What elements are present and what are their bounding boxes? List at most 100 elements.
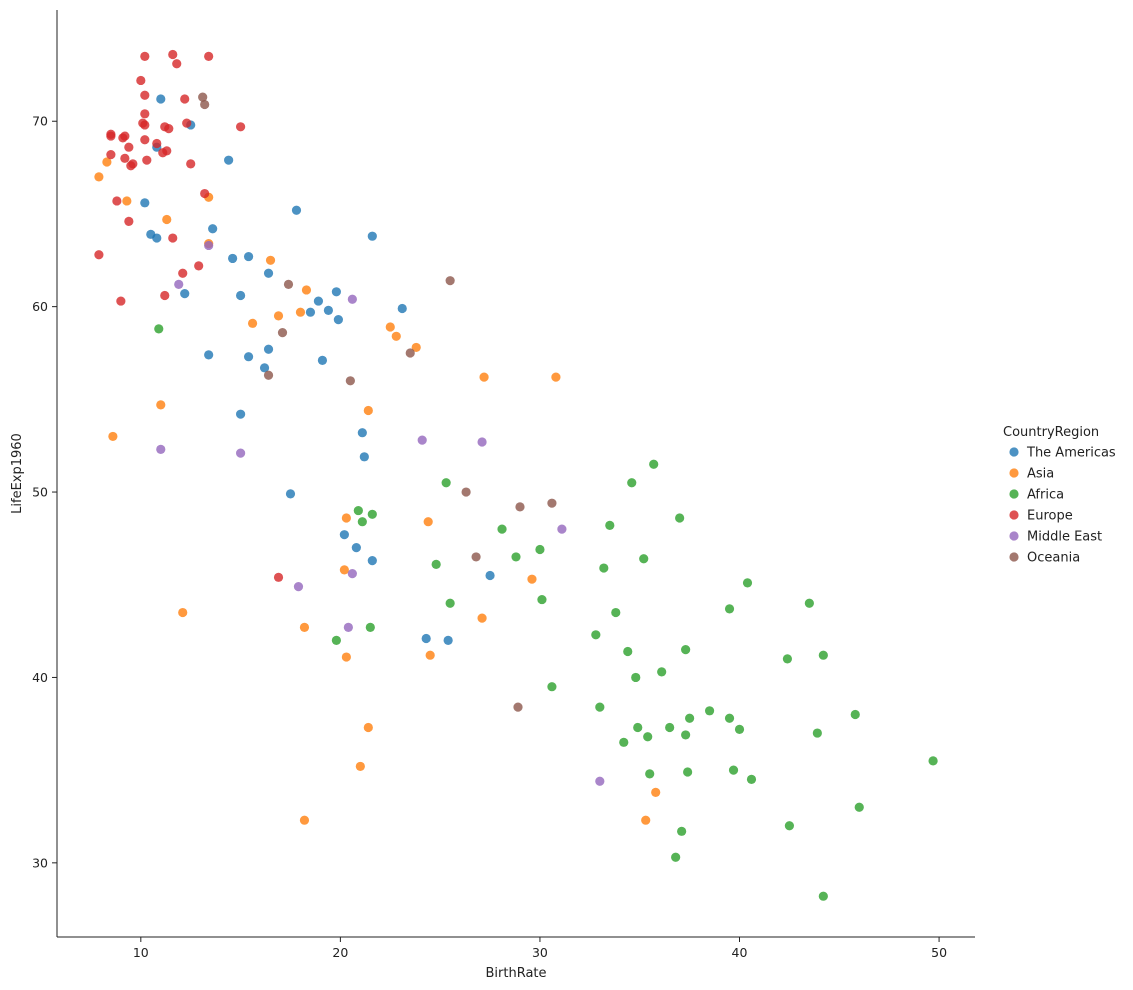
point-europe bbox=[140, 90, 150, 100]
point-europe bbox=[172, 59, 182, 69]
legend-label-africa: Africa bbox=[1027, 488, 1064, 503]
point-africa bbox=[818, 650, 828, 660]
y-tick-label: 70 bbox=[32, 114, 48, 129]
point-europe bbox=[164, 124, 174, 134]
point-africa bbox=[431, 559, 441, 569]
point-europe bbox=[200, 188, 210, 199]
x-ticks: 10 20 30 40 50 bbox=[133, 937, 947, 960]
point-asia bbox=[479, 372, 489, 382]
point-the-americas bbox=[339, 530, 349, 540]
point-asia bbox=[341, 513, 351, 523]
point-the-americas bbox=[485, 570, 495, 581]
point-the-americas bbox=[359, 452, 369, 462]
point-asia bbox=[411, 342, 421, 353]
point-the-americas bbox=[291, 205, 302, 215]
point-europe bbox=[140, 51, 150, 61]
point-europe bbox=[124, 216, 134, 226]
y-axis-title: LifeExp1960 bbox=[10, 433, 25, 514]
point-asia bbox=[355, 761, 365, 772]
point-europe bbox=[160, 290, 170, 301]
x-tick-label: 30 bbox=[532, 945, 548, 960]
point-asia bbox=[391, 331, 401, 341]
point-africa bbox=[599, 563, 609, 573]
legend-label-europe: Europe bbox=[1027, 509, 1073, 524]
point-europe bbox=[140, 135, 150, 145]
point-africa bbox=[734, 724, 745, 734]
point-europe bbox=[116, 296, 126, 306]
point-the-americas bbox=[259, 363, 270, 373]
legend-label-asia: Asia bbox=[1027, 467, 1054, 482]
point-asia bbox=[247, 318, 258, 328]
point-africa bbox=[782, 654, 793, 664]
legend-label-oceania: Oceania bbox=[1027, 551, 1080, 566]
point-the-americas bbox=[285, 489, 296, 499]
point-middle-east bbox=[343, 622, 353, 632]
point-asia bbox=[295, 307, 306, 317]
point-the-americas bbox=[156, 94, 166, 104]
point-europe bbox=[158, 148, 168, 158]
point-africa bbox=[357, 517, 367, 527]
x-tick-label: 50 bbox=[931, 945, 947, 960]
point-asia bbox=[385, 322, 395, 332]
legend: CountryRegion The Americas Asia Africa Euro… bbox=[1003, 425, 1116, 566]
point-africa bbox=[677, 826, 687, 836]
point-africa bbox=[627, 478, 637, 488]
point-europe bbox=[120, 153, 130, 163]
point-africa bbox=[331, 635, 341, 645]
point-europe bbox=[182, 118, 192, 128]
point-the-americas bbox=[236, 290, 246, 301]
point-oceania bbox=[405, 348, 415, 358]
legend-marker-asia bbox=[1009, 468, 1019, 478]
point-europe bbox=[106, 150, 116, 160]
point-oceania bbox=[283, 279, 294, 289]
point-africa bbox=[746, 774, 757, 785]
y-tick-label: 50 bbox=[32, 485, 48, 500]
point-africa bbox=[681, 730, 691, 740]
point-africa bbox=[154, 324, 164, 334]
point-asia bbox=[156, 400, 166, 410]
point-africa bbox=[619, 737, 629, 747]
point-africa bbox=[671, 852, 681, 862]
point-africa bbox=[547, 682, 557, 692]
point-middle-east bbox=[347, 294, 357, 304]
point-africa bbox=[639, 554, 649, 564]
point-africa bbox=[681, 645, 691, 655]
point-europe bbox=[124, 142, 134, 152]
point-the-americas bbox=[208, 224, 218, 234]
point-the-americas bbox=[263, 344, 274, 354]
point-the-americas bbox=[305, 307, 316, 317]
point-africa bbox=[928, 756, 938, 766]
x-tick-label: 10 bbox=[133, 945, 149, 960]
point-the-americas bbox=[323, 305, 334, 315]
point-asia bbox=[178, 607, 188, 618]
point-africa bbox=[367, 509, 377, 519]
point-the-americas bbox=[243, 251, 254, 262]
point-asia bbox=[94, 172, 104, 182]
point-oceania bbox=[200, 99, 210, 110]
point-asia bbox=[477, 613, 487, 623]
point-africa bbox=[537, 594, 547, 605]
point-africa bbox=[665, 722, 675, 733]
point-oceania bbox=[547, 498, 557, 508]
point-africa bbox=[445, 598, 455, 608]
point-europe bbox=[120, 131, 130, 141]
point-africa bbox=[854, 802, 864, 812]
point-europe bbox=[140, 120, 150, 130]
point-asia bbox=[423, 517, 433, 527]
point-oceania bbox=[461, 487, 471, 497]
point-asia bbox=[108, 431, 118, 442]
point-asia bbox=[265, 255, 276, 265]
point-africa bbox=[724, 713, 735, 723]
x-axis-title: BirthRate bbox=[485, 966, 546, 981]
point-middle-east bbox=[293, 581, 304, 592]
point-middle-east bbox=[156, 444, 166, 454]
point-the-americas bbox=[317, 355, 328, 366]
point-the-americas bbox=[357, 428, 367, 438]
point-middle-east bbox=[174, 279, 184, 289]
point-the-americas bbox=[243, 352, 254, 362]
point-africa bbox=[704, 706, 715, 716]
point-africa bbox=[605, 520, 615, 531]
point-europe bbox=[140, 109, 150, 119]
point-africa bbox=[649, 459, 659, 469]
